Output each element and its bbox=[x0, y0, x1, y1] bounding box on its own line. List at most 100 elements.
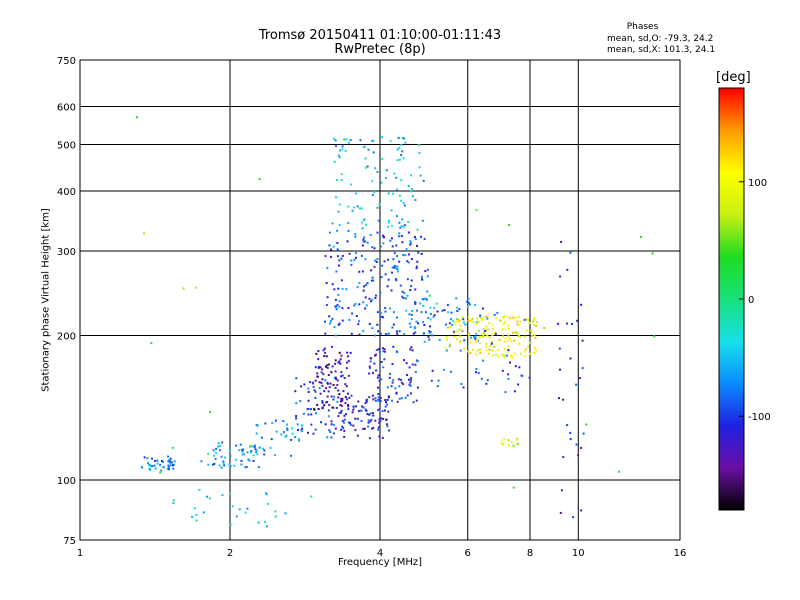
data-point bbox=[389, 140, 392, 143]
y-tick-label: 300 bbox=[57, 247, 76, 258]
data-point bbox=[324, 320, 326, 323]
data-point bbox=[398, 194, 401, 197]
data-point bbox=[348, 396, 351, 399]
data-point bbox=[327, 374, 330, 376]
data-point bbox=[368, 372, 371, 375]
data-point bbox=[423, 324, 426, 326]
data-point bbox=[512, 486, 515, 489]
data-point bbox=[398, 147, 401, 149]
data-point bbox=[455, 320, 458, 323]
data-point bbox=[484, 330, 487, 332]
data-point bbox=[264, 492, 267, 495]
data-point bbox=[314, 366, 317, 369]
data-point bbox=[377, 428, 380, 431]
data-point bbox=[523, 350, 526, 353]
data-point bbox=[374, 297, 377, 299]
data-point bbox=[475, 371, 477, 374]
data-point bbox=[455, 330, 458, 333]
data-point bbox=[151, 457, 153, 460]
data-point bbox=[410, 377, 413, 380]
data-point bbox=[421, 298, 424, 301]
data-point bbox=[241, 453, 244, 456]
data-point bbox=[618, 470, 621, 473]
x-tick-label: 2 bbox=[227, 548, 233, 559]
data-point bbox=[485, 382, 488, 385]
data-point bbox=[245, 466, 248, 469]
data-point bbox=[585, 423, 588, 426]
data-point bbox=[470, 336, 473, 339]
data-point bbox=[150, 465, 152, 468]
data-point bbox=[325, 304, 328, 306]
data-point bbox=[403, 333, 406, 336]
data-point bbox=[243, 453, 246, 456]
data-point bbox=[273, 454, 276, 457]
data-point bbox=[386, 285, 389, 288]
data-point bbox=[336, 229, 339, 232]
data-point bbox=[495, 317, 498, 319]
data-point bbox=[231, 505, 234, 508]
data-point bbox=[252, 459, 255, 462]
data-point bbox=[413, 326, 416, 329]
data-point bbox=[213, 462, 216, 465]
data-point bbox=[343, 138, 346, 141]
data-point bbox=[403, 204, 406, 207]
data-point bbox=[559, 368, 561, 371]
data-point bbox=[257, 521, 260, 524]
data-point bbox=[391, 266, 394, 269]
data-point bbox=[457, 318, 460, 321]
data-point bbox=[323, 355, 326, 358]
data-point bbox=[360, 405, 363, 408]
data-point bbox=[409, 242, 412, 244]
data-point bbox=[341, 420, 344, 423]
data-point bbox=[504, 320, 507, 323]
data-point bbox=[315, 352, 318, 355]
data-point bbox=[372, 414, 375, 417]
data-point bbox=[255, 451, 258, 453]
data-point bbox=[393, 172, 396, 175]
x-tick-label: 16 bbox=[674, 548, 687, 559]
data-point bbox=[335, 145, 337, 148]
data-point bbox=[532, 323, 535, 326]
data-point bbox=[429, 313, 432, 315]
data-point bbox=[374, 354, 376, 357]
data-point bbox=[508, 224, 511, 227]
data-point bbox=[338, 360, 341, 363]
data-point bbox=[456, 310, 459, 312]
data-point bbox=[427, 317, 430, 319]
data-point bbox=[331, 283, 334, 286]
data-point bbox=[212, 463, 214, 466]
data-point bbox=[386, 398, 389, 401]
data-point bbox=[492, 327, 495, 330]
data-point bbox=[371, 298, 374, 301]
data-point bbox=[435, 302, 438, 305]
data-point bbox=[400, 225, 403, 228]
data-point bbox=[334, 427, 337, 430]
data-point bbox=[332, 424, 335, 427]
data-point bbox=[271, 421, 274, 424]
data-point bbox=[413, 327, 416, 330]
data-point bbox=[364, 402, 367, 404]
data-point bbox=[481, 319, 484, 321]
data-point bbox=[322, 373, 325, 376]
data-point bbox=[229, 454, 232, 457]
data-point bbox=[335, 377, 338, 380]
data-point bbox=[520, 352, 522, 355]
data-point bbox=[427, 335, 430, 338]
data-point bbox=[316, 372, 319, 375]
data-point bbox=[313, 389, 316, 392]
data-point bbox=[300, 385, 303, 388]
data-point bbox=[318, 387, 321, 389]
data-point bbox=[436, 310, 439, 313]
chart-title: Tromsø 20150411 01:10:00-01:11:43 bbox=[258, 28, 502, 43]
data-point bbox=[433, 306, 436, 309]
data-point bbox=[343, 436, 346, 438]
data-point bbox=[467, 334, 470, 337]
data-point bbox=[530, 329, 532, 332]
data-point bbox=[141, 465, 143, 468]
data-point bbox=[378, 435, 381, 438]
data-point bbox=[467, 332, 470, 335]
data-point bbox=[246, 507, 249, 510]
data-point bbox=[409, 381, 412, 384]
data-point bbox=[346, 355, 349, 358]
data-point bbox=[443, 368, 446, 371]
